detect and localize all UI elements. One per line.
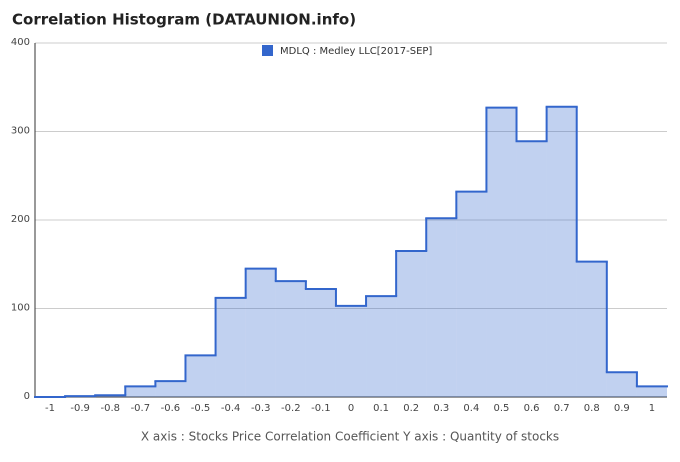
x-tick-label: -0.6 (161, 403, 181, 414)
legend-swatch (262, 45, 273, 56)
bin-area (275, 281, 306, 397)
x-tick-label: 0.8 (584, 403, 600, 414)
bin-area (456, 191, 487, 397)
bin-area (125, 386, 156, 397)
bin-area (366, 296, 397, 397)
x-tick-label: 0.7 (554, 403, 570, 414)
x-tick-label: 1 (649, 403, 655, 414)
x-tick-label: -0.7 (131, 403, 151, 414)
bin-area (546, 106, 577, 397)
bin-area (516, 141, 547, 397)
bin-area (155, 381, 186, 397)
chart-title: Correlation Histogram (DATAUNION.info) (12, 11, 356, 29)
y-tick-label: 100 (11, 303, 30, 314)
x-tick-label: 0.6 (524, 403, 540, 414)
x-tick-label: -0.3 (251, 403, 271, 414)
bin-area (215, 297, 246, 397)
bin-area (335, 305, 367, 397)
bin-area (245, 268, 276, 397)
x-tick-label: 0.1 (373, 403, 389, 414)
bin-area (426, 218, 457, 397)
x-tick-label: 0.9 (614, 403, 630, 414)
bin-area (486, 107, 517, 397)
bin-area (305, 289, 336, 397)
legend-label: MDLQ : Medley LLC[2017-SEP] (280, 46, 432, 57)
x-tick-label: -0.9 (70, 403, 90, 414)
x-tick-label: 0 (348, 403, 354, 414)
y-tick-label: 0 (24, 391, 30, 402)
bin-area (636, 386, 667, 397)
x-tick-label: 0.5 (494, 403, 510, 414)
bin-area (185, 355, 216, 397)
y-tick-label: 300 (11, 126, 30, 137)
bin-area (606, 372, 637, 397)
x-tick-label: -0.2 (281, 403, 301, 414)
x-tick-label: 0.2 (403, 403, 419, 414)
axis-caption: X axis : Stocks Price Correlation Coeffi… (141, 430, 559, 444)
x-tick-label: 0.4 (463, 403, 479, 414)
x-tick-label: -0.4 (221, 403, 241, 414)
bin-area (396, 250, 427, 397)
x-tick-label: -0.5 (191, 403, 211, 414)
x-tick-label: -0.1 (311, 403, 331, 414)
x-tick-label: 0.3 (433, 403, 449, 414)
y-tick-label: 400 (11, 37, 30, 48)
x-tick-label: -1 (45, 403, 55, 414)
bin-area (576, 261, 607, 397)
y-tick-label: 200 (11, 214, 30, 225)
x-tick-label: -0.8 (100, 403, 120, 414)
